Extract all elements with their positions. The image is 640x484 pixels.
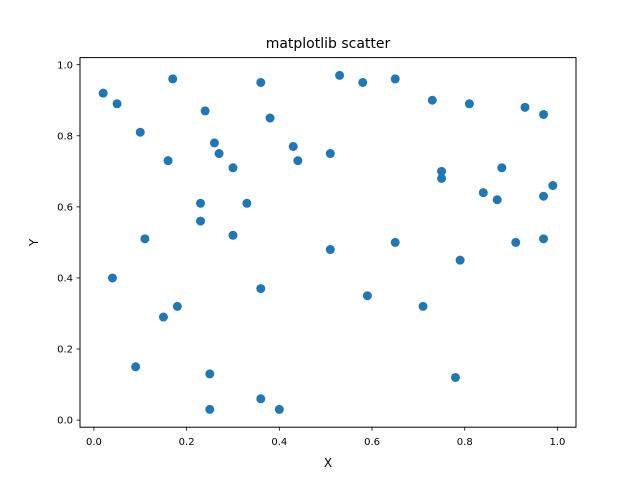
scatter-point xyxy=(492,195,502,205)
scatter-point xyxy=(539,191,549,201)
scatter-point xyxy=(288,141,298,151)
points-layer xyxy=(98,70,558,414)
scatter-point xyxy=(478,188,488,198)
scatter-point xyxy=(242,198,252,208)
y-axis-label: Y xyxy=(27,238,41,247)
scatter-point xyxy=(228,163,238,173)
scatter-point xyxy=(390,237,400,247)
chart-title: matplotlib scatter xyxy=(266,36,391,52)
scatter-point xyxy=(362,291,372,301)
x-tick-label: 1.0 xyxy=(550,437,566,448)
scatter-point xyxy=(293,156,303,166)
y-tick-label: 0.6 xyxy=(57,202,73,213)
scatter-point xyxy=(325,149,335,159)
scatter-point xyxy=(140,234,150,244)
scatter-point xyxy=(256,77,266,87)
scatter-point xyxy=(539,109,549,119)
x-tick-label: 0.2 xyxy=(179,437,195,448)
x-axis-label: X xyxy=(324,456,332,470)
scatter-point xyxy=(135,127,145,137)
scatter-point xyxy=(158,312,168,322)
y-tick-label: 0.8 xyxy=(57,131,73,142)
x-tick-label: 0.0 xyxy=(86,437,102,448)
scatter-point xyxy=(98,88,108,98)
scatter-point xyxy=(464,99,474,109)
scatter-point xyxy=(358,77,368,87)
scatter-point xyxy=(163,156,173,166)
scatter-point xyxy=(539,234,549,244)
scatter-point xyxy=(112,99,122,109)
y-tick-label: 0.0 xyxy=(57,416,73,427)
scatter-point xyxy=(335,70,345,80)
scatter-point xyxy=(437,166,447,176)
scatter-point xyxy=(325,245,335,255)
scatter-point xyxy=(427,95,437,105)
scatter-point xyxy=(437,173,447,183)
scatter-point xyxy=(511,237,521,247)
y-tick-label: 0.2 xyxy=(57,345,73,356)
scatter-point xyxy=(131,362,141,372)
scatter-point xyxy=(209,138,219,148)
scatter-point xyxy=(520,102,530,112)
x-axis-ticks: 0.0 0.2 0.4 0.6 0.8 1.0 xyxy=(86,427,565,448)
scatter-point xyxy=(256,394,266,404)
y-tick-label: 0.4 xyxy=(57,274,73,285)
scatter-point xyxy=(450,372,460,382)
scatter-point xyxy=(172,301,182,311)
scatter-point xyxy=(200,106,210,116)
y-axis-ticks: 0.0 0.2 0.4 0.6 0.8 1.0 xyxy=(57,60,80,427)
scatter-point xyxy=(265,113,275,123)
axes-frame xyxy=(79,57,577,428)
scatter-point xyxy=(168,74,178,84)
x-tick-label: 0.4 xyxy=(271,437,287,448)
x-tick-label: 0.6 xyxy=(364,437,380,448)
scatter-point xyxy=(205,369,215,379)
scatter-point xyxy=(256,284,266,294)
scatter-point xyxy=(214,149,224,159)
scatter-point xyxy=(274,404,284,414)
scatter-point xyxy=(196,216,206,226)
scatter-point xyxy=(196,198,206,208)
x-tick-label: 0.8 xyxy=(457,437,473,448)
scatter-point xyxy=(497,163,507,173)
scatter-point xyxy=(548,181,558,191)
scatter-point xyxy=(455,255,465,265)
scatter-point xyxy=(205,404,215,414)
scatter-point xyxy=(390,74,400,84)
scatter-point xyxy=(418,301,428,311)
y-tick-label: 1.0 xyxy=(57,60,73,71)
scatter-point xyxy=(228,230,238,240)
scatter-point xyxy=(107,273,117,283)
